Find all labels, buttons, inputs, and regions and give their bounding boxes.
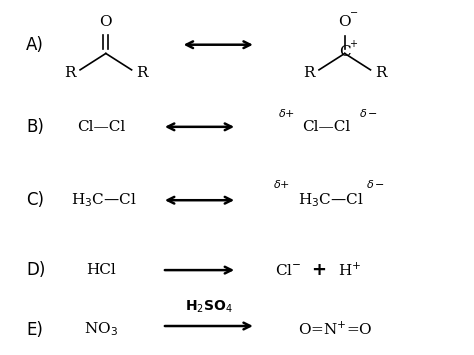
Text: $\delta$+: $\delta$+ (278, 107, 295, 119)
Text: $\delta-$: $\delta-$ (365, 179, 385, 191)
Text: H$_3$C—Cl: H$_3$C—Cl (298, 191, 364, 209)
Text: $^{-}$: $^{-}$ (348, 9, 358, 23)
Text: B): B) (26, 118, 44, 136)
Text: +: + (311, 261, 327, 279)
Text: NO$_3$: NO$_3$ (84, 321, 118, 338)
Text: H$_3$C—Cl: H$_3$C—Cl (71, 191, 137, 209)
Text: HCl: HCl (86, 263, 116, 277)
Text: R: R (64, 66, 75, 80)
Text: C): C) (26, 191, 44, 209)
Text: R: R (375, 66, 387, 80)
Text: H$_2$SO$_4$: H$_2$SO$_4$ (185, 299, 233, 315)
Text: $\delta$+: $\delta$+ (273, 179, 290, 191)
Text: $\delta-$: $\delta-$ (359, 107, 378, 119)
Text: O: O (100, 15, 112, 29)
Text: Cl—Cl: Cl—Cl (302, 120, 350, 134)
Text: O: O (338, 15, 351, 29)
Text: Cl$^{-}$: Cl$^{-}$ (275, 263, 302, 278)
Text: $^{+}$: $^{+}$ (348, 39, 358, 53)
Text: R: R (303, 66, 314, 80)
Text: D): D) (26, 261, 46, 279)
Text: O=N$^{+}$=O: O=N$^{+}$=O (298, 321, 373, 338)
Text: A): A) (26, 36, 44, 54)
Text: C: C (339, 45, 351, 59)
Text: R: R (136, 66, 148, 80)
Text: H$^{+}$: H$^{+}$ (338, 261, 361, 279)
Text: Cl—Cl: Cl—Cl (77, 120, 125, 134)
Text: E): E) (26, 321, 43, 339)
